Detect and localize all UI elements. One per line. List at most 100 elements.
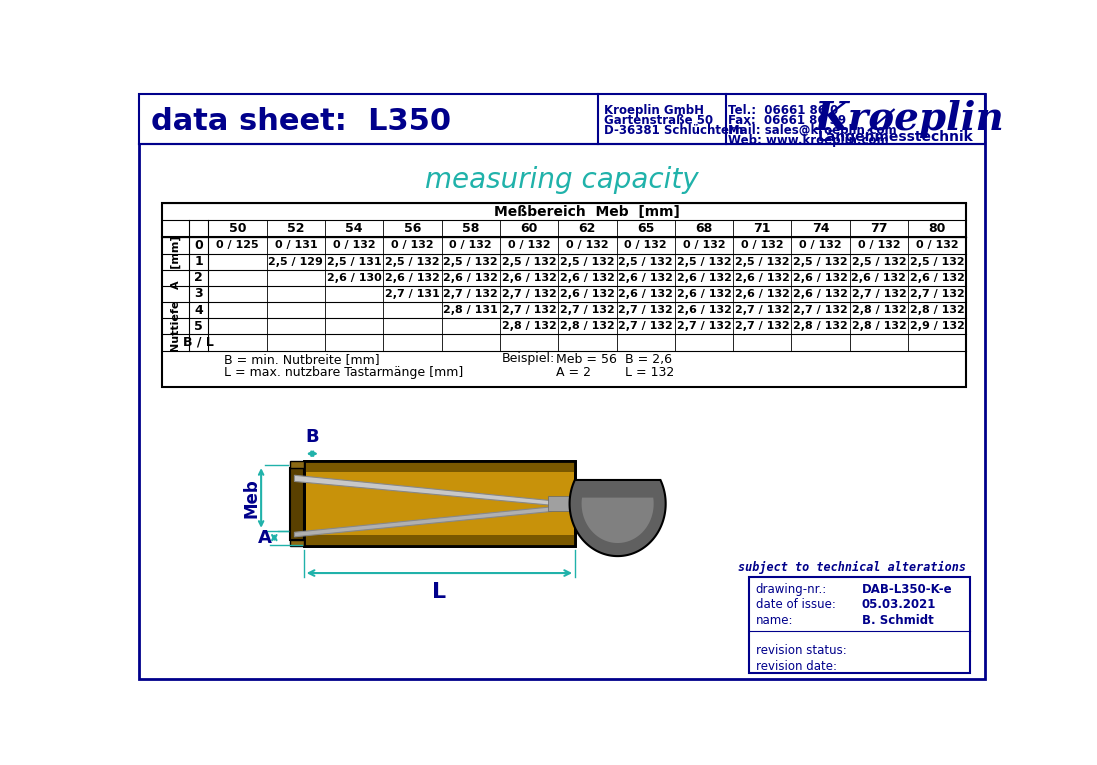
Bar	[162, 203, 966, 388]
Text: L = max. nutzbare Tastarmänge [mm]: L = max. nutzbare Tastarmänge [mm]	[224, 366, 463, 379]
Text: 2,6 / 132: 2,6 / 132	[677, 273, 732, 283]
Text: 3: 3	[194, 288, 203, 301]
Text: 2,8 / 132: 2,8 / 132	[851, 305, 906, 315]
Text: 0 / 132: 0 / 132	[508, 240, 551, 250]
Text: A: A	[258, 529, 272, 547]
Bar	[547, 496, 575, 512]
Text: B / L: B / L	[183, 336, 214, 349]
Text: 2,7 / 132: 2,7 / 132	[501, 289, 556, 299]
Text: 2,5 / 132: 2,5 / 132	[793, 256, 848, 266]
Text: Meb: Meb	[242, 478, 261, 518]
Text: 0 / 132: 0 / 132	[450, 240, 493, 250]
Text: 74: 74	[812, 223, 829, 236]
Bar	[290, 467, 304, 540]
Bar	[139, 94, 985, 144]
Text: revision status:: revision status:	[756, 644, 846, 657]
Bar	[304, 461, 575, 546]
Text: drawing-nr.:: drawing-nr.:	[756, 583, 827, 596]
Text: name:: name:	[756, 614, 793, 627]
Text: 54: 54	[346, 223, 363, 236]
Bar	[304, 461, 575, 546]
Text: 2,7 / 132: 2,7 / 132	[677, 321, 732, 331]
Text: 2,6 / 132: 2,6 / 132	[443, 273, 498, 283]
Text: B. Schmidt: B. Schmidt	[861, 614, 934, 627]
Text: 65: 65	[637, 223, 655, 236]
Text: 2,8 / 132: 2,8 / 132	[793, 321, 848, 331]
Text: Fax:  06661 86 39: Fax: 06661 86 39	[727, 114, 846, 127]
Text: L = 132: L = 132	[625, 366, 675, 379]
Text: Krøeplin: Krøeplin	[815, 99, 1005, 138]
Text: 0 / 132: 0 / 132	[566, 240, 609, 250]
Text: 2,7 / 132: 2,7 / 132	[793, 305, 848, 315]
Text: 2,6 / 132: 2,6 / 132	[677, 305, 732, 315]
Text: 2,7 / 132: 2,7 / 132	[735, 321, 790, 331]
Text: 2,6 / 132: 2,6 / 132	[619, 273, 674, 283]
Text: 2,6 / 132: 2,6 / 132	[909, 273, 964, 283]
Text: 4: 4	[194, 304, 203, 317]
Text: B = 2,6: B = 2,6	[625, 353, 672, 366]
Text: 2,6 / 132: 2,6 / 132	[851, 273, 906, 283]
Bar	[304, 536, 575, 546]
Text: Mail: sales@kroeplin.com: Mail: sales@kroeplin.com	[727, 124, 896, 137]
Text: 2,7 / 132: 2,7 / 132	[619, 305, 674, 315]
Text: 0 / 132: 0 / 132	[682, 240, 725, 250]
Text: 50: 50	[229, 223, 247, 236]
Polygon shape	[569, 480, 666, 556]
Text: 2,5 / 132: 2,5 / 132	[619, 256, 674, 266]
Text: B = min. Nutbreite [mm]: B = min. Nutbreite [mm]	[224, 353, 380, 366]
Text: 2,6 / 132: 2,6 / 132	[735, 273, 790, 283]
Polygon shape	[294, 475, 552, 506]
Text: 05.03.2021: 05.03.2021	[861, 598, 936, 611]
Text: 0 / 132: 0 / 132	[332, 240, 375, 250]
Text: data sheet:  L350: data sheet: L350	[151, 106, 451, 135]
Text: Kroeplin GmbH: Kroeplin GmbH	[603, 104, 703, 117]
Text: 2,5 / 132: 2,5 / 132	[443, 256, 498, 266]
Bar	[304, 461, 575, 472]
Text: 0 / 132: 0 / 132	[392, 240, 433, 250]
Text: 2: 2	[194, 272, 203, 285]
Polygon shape	[294, 507, 552, 537]
Text: 2,7 / 132: 2,7 / 132	[851, 289, 906, 299]
Text: 2,6 / 130: 2,6 / 130	[327, 273, 382, 283]
Text: 2,5 / 132: 2,5 / 132	[561, 256, 614, 266]
Text: 77: 77	[870, 223, 887, 236]
Bar	[290, 461, 304, 467]
Text: 2,6 / 132: 2,6 / 132	[559, 273, 614, 283]
Text: DAB-L350-K-e: DAB-L350-K-e	[861, 583, 952, 596]
Text: 2,8 / 132: 2,8 / 132	[851, 321, 906, 331]
Text: 2,8 / 132: 2,8 / 132	[909, 305, 964, 315]
Text: 2,5 / 132: 2,5 / 132	[385, 256, 440, 266]
Text: 56: 56	[404, 223, 421, 236]
Text: 1: 1	[194, 255, 203, 268]
Text: 2,5 / 132: 2,5 / 132	[735, 256, 790, 266]
Text: 2,6 / 132: 2,6 / 132	[385, 273, 440, 283]
Text: 2,6 / 132: 2,6 / 132	[501, 273, 556, 283]
Text: A = 2: A = 2	[555, 366, 590, 379]
Text: 0 / 131: 0 / 131	[274, 240, 317, 250]
Text: 0 / 132: 0 / 132	[916, 240, 959, 250]
Text: Beispiel:: Beispiel:	[501, 352, 555, 365]
Text: 2,7 / 132: 2,7 / 132	[735, 305, 790, 315]
Bar	[290, 540, 304, 546]
Text: 2,7 / 131: 2,7 / 131	[385, 289, 440, 299]
Text: 2,7 / 132: 2,7 / 132	[619, 321, 674, 331]
Text: 2,7 / 132: 2,7 / 132	[561, 305, 614, 315]
Bar	[575, 499, 610, 509]
Text: 0 / 132: 0 / 132	[800, 240, 841, 250]
Polygon shape	[581, 497, 654, 543]
Text: 2,6 / 132: 2,6 / 132	[735, 289, 790, 299]
Text: date of issue:: date of issue:	[756, 598, 836, 611]
Text: 2,7 / 132: 2,7 / 132	[909, 289, 964, 299]
Text: 2,6 / 132: 2,6 / 132	[619, 289, 674, 299]
Text: 2,5 / 129: 2,5 / 129	[269, 256, 324, 266]
Text: 2,8 / 131: 2,8 / 131	[443, 305, 498, 315]
Text: subject to technical alterations: subject to technical alterations	[738, 561, 966, 575]
Text: 2,6 / 132: 2,6 / 132	[559, 289, 614, 299]
Text: 71: 71	[754, 223, 771, 236]
Text: revision date:: revision date:	[756, 659, 837, 672]
Text: Meb = 56: Meb = 56	[555, 353, 617, 366]
Text: 58: 58	[462, 223, 479, 236]
Text: Web: www.kroeplin.com: Web: www.kroeplin.com	[727, 134, 889, 147]
Text: 80: 80	[928, 223, 946, 236]
Text: 2,6 / 132: 2,6 / 132	[677, 289, 732, 299]
